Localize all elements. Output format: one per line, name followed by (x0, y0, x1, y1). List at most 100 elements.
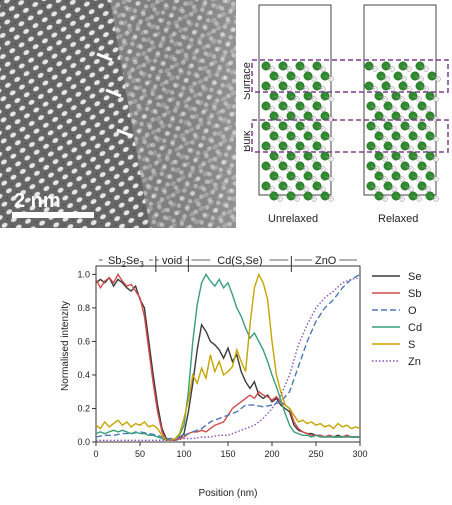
bond (378, 95, 386, 100)
bond (395, 175, 403, 180)
bond (324, 135, 332, 140)
bond (378, 115, 386, 120)
bond (370, 145, 378, 150)
bond (282, 185, 290, 190)
scale-bar-label: 2 nm (14, 190, 61, 212)
bond (378, 175, 386, 180)
x-tick-label: 200 (264, 449, 279, 459)
x-tick-label: 250 (308, 449, 323, 459)
bond (282, 125, 290, 130)
atoms-layer (261, 61, 441, 202)
bond (299, 145, 307, 150)
y-tick-label: 1.0 (77, 269, 90, 279)
bond (395, 115, 403, 120)
bond (370, 185, 378, 190)
legend-label: Cd (408, 322, 422, 334)
bond (429, 95, 437, 100)
bond (404, 165, 412, 170)
bond (402, 85, 410, 90)
bond (316, 145, 324, 150)
bond (402, 65, 410, 70)
bond (299, 125, 307, 130)
bond (324, 175, 332, 180)
bond (307, 115, 315, 120)
atomic-structure-diagram: Surface Surface Bulk Unrelaxed Relaxed (241, 4, 449, 225)
bond (412, 175, 420, 180)
bond (370, 125, 378, 130)
bond (307, 95, 315, 100)
bond (273, 195, 281, 200)
bond (299, 65, 307, 70)
bond (380, 75, 388, 80)
bond (273, 175, 281, 180)
structure-panel: Surface Surface Bulk Unrelaxed Relaxed (241, 0, 452, 232)
bond (404, 185, 412, 190)
bond (385, 85, 393, 90)
y-tick-label: 0.0 (77, 437, 90, 447)
bond (324, 75, 332, 80)
bond (414, 75, 422, 80)
y-tick-label: 0.4 (77, 370, 90, 380)
bond (316, 185, 324, 190)
bond (290, 75, 298, 80)
bond (429, 195, 437, 200)
bond (419, 65, 427, 70)
bond (412, 155, 420, 160)
region-label: Sb2Se3 (108, 255, 144, 269)
bond (421, 105, 429, 110)
bond (370, 105, 378, 110)
bond (282, 145, 290, 150)
surface-label-rot: Surface (244, 62, 253, 100)
bond (299, 85, 307, 90)
bond (429, 135, 437, 140)
y-axis-label: Normalised intenzity (60, 301, 71, 391)
y-tick-label: 0.8 (77, 303, 90, 313)
bond (299, 185, 307, 190)
bond (324, 115, 332, 120)
legend-label: Se (408, 271, 421, 283)
bond (316, 125, 324, 130)
bond (421, 185, 429, 190)
bond (290, 95, 298, 100)
bond (282, 85, 290, 90)
x-tick-label: 0 (93, 449, 98, 459)
bond (282, 105, 290, 110)
bond (273, 75, 281, 80)
bond (429, 175, 437, 180)
bond (273, 115, 281, 120)
series-line-o (95, 273, 361, 440)
x-tick-label: 50 (135, 449, 145, 459)
bond (265, 145, 273, 150)
bond (368, 85, 376, 90)
bond (395, 135, 403, 140)
tem-image-panel: 2 nm (0, 0, 236, 228)
bond (290, 155, 298, 160)
bond (387, 165, 395, 170)
region-label: Cd(S,Se) (217, 255, 262, 267)
bond (421, 125, 429, 130)
unrelaxed-label: Unrelaxed (268, 213, 318, 225)
series-line-cd (95, 273, 360, 441)
intensity-plot: Sb2Se3 void Cd(S,Se) ZnO 0 50 100 150 200 250 300… (0, 234, 452, 500)
bond (395, 195, 403, 200)
bond (307, 135, 315, 140)
bond (419, 85, 427, 90)
bond (290, 175, 298, 180)
bulk-box (251, 119, 449, 153)
bond (265, 185, 273, 190)
region-label: void (162, 255, 182, 267)
bond (273, 155, 281, 160)
bond (307, 175, 315, 180)
bond (431, 75, 439, 80)
y-tick-label: 0.6 (77, 336, 90, 346)
intensity-chart: Sb2Se3 void Cd(S,Se) ZnO 0 50 100 150 200 250 300… (60, 255, 422, 499)
bond (387, 105, 395, 110)
bond (412, 135, 420, 140)
bond (429, 155, 437, 160)
bond (378, 155, 386, 160)
bond (378, 135, 386, 140)
x-axis-label: Position (nm) (199, 488, 258, 499)
bond (273, 95, 281, 100)
region-labels: Sb2Se3 void Cd(S,Se) ZnO (99, 255, 357, 272)
series-line-s (95, 272, 361, 441)
